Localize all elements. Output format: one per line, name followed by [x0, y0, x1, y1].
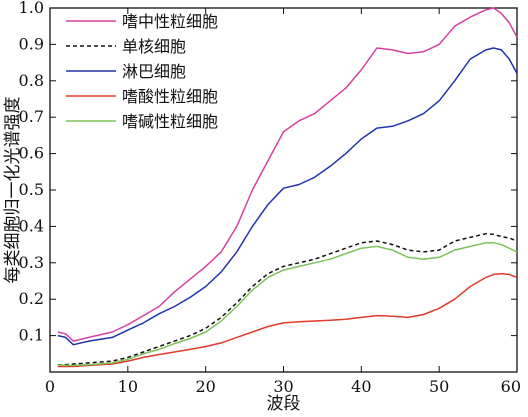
plot-frame — [49, 7, 518, 373]
y-tick-label: 0.7 — [19, 107, 44, 126]
series-line-5 — [57, 242, 518, 367]
x-tick-label: 60 — [501, 377, 521, 396]
x-tick-label: 0 — [45, 377, 55, 396]
y-tick-label: 0.3 — [19, 253, 44, 272]
y-tick-label: 0.4 — [19, 216, 44, 235]
x-axis-title: 波段 — [267, 394, 301, 414]
y-tick-label: 0.5 — [19, 180, 44, 199]
legend-label-1: 嗜中性粒细胞 — [122, 12, 218, 31]
x-tick-label: 10 — [118, 377, 138, 396]
series-line-2 — [57, 232, 518, 366]
legend-label-5: 嗜碱性粒细胞 — [122, 112, 218, 131]
x-tick-label: 30 — [273, 377, 293, 396]
series-line-1 — [57, 7, 518, 342]
series-line-3 — [57, 47, 518, 346]
y-tick-label: 0.1 — [19, 326, 44, 345]
axis-ticks: 0 10 20 30 40 50 60 0.1 0.2 0.3 0.4 0.5 0.6 0.7 0.8 0.9… — [19, 0, 521, 396]
legend-label-2: 单核细胞 — [122, 37, 186, 56]
y-tick-label: 0.2 — [19, 289, 44, 308]
y-tick-label: 0.6 — [19, 144, 44, 163]
legend-label-4: 嗜酸性粒细胞 — [122, 87, 218, 106]
y-axis-title: 每类细胞归一化光谱强度 — [3, 97, 23, 284]
legend-label-3: 淋巴细胞 — [122, 62, 186, 81]
x-tick-label: 50 — [429, 377, 449, 396]
series-layer — [57, 7, 518, 368]
x-tick-label: 40 — [351, 377, 371, 396]
y-tick-label: 1.0 — [19, 0, 44, 17]
plot-border — [49, 7, 518, 373]
y-tick-label: 0.8 — [19, 71, 44, 90]
y-tick-label: 0.9 — [19, 34, 44, 53]
series-line-4 — [57, 272, 518, 368]
x-tick-label: 20 — [195, 377, 215, 396]
